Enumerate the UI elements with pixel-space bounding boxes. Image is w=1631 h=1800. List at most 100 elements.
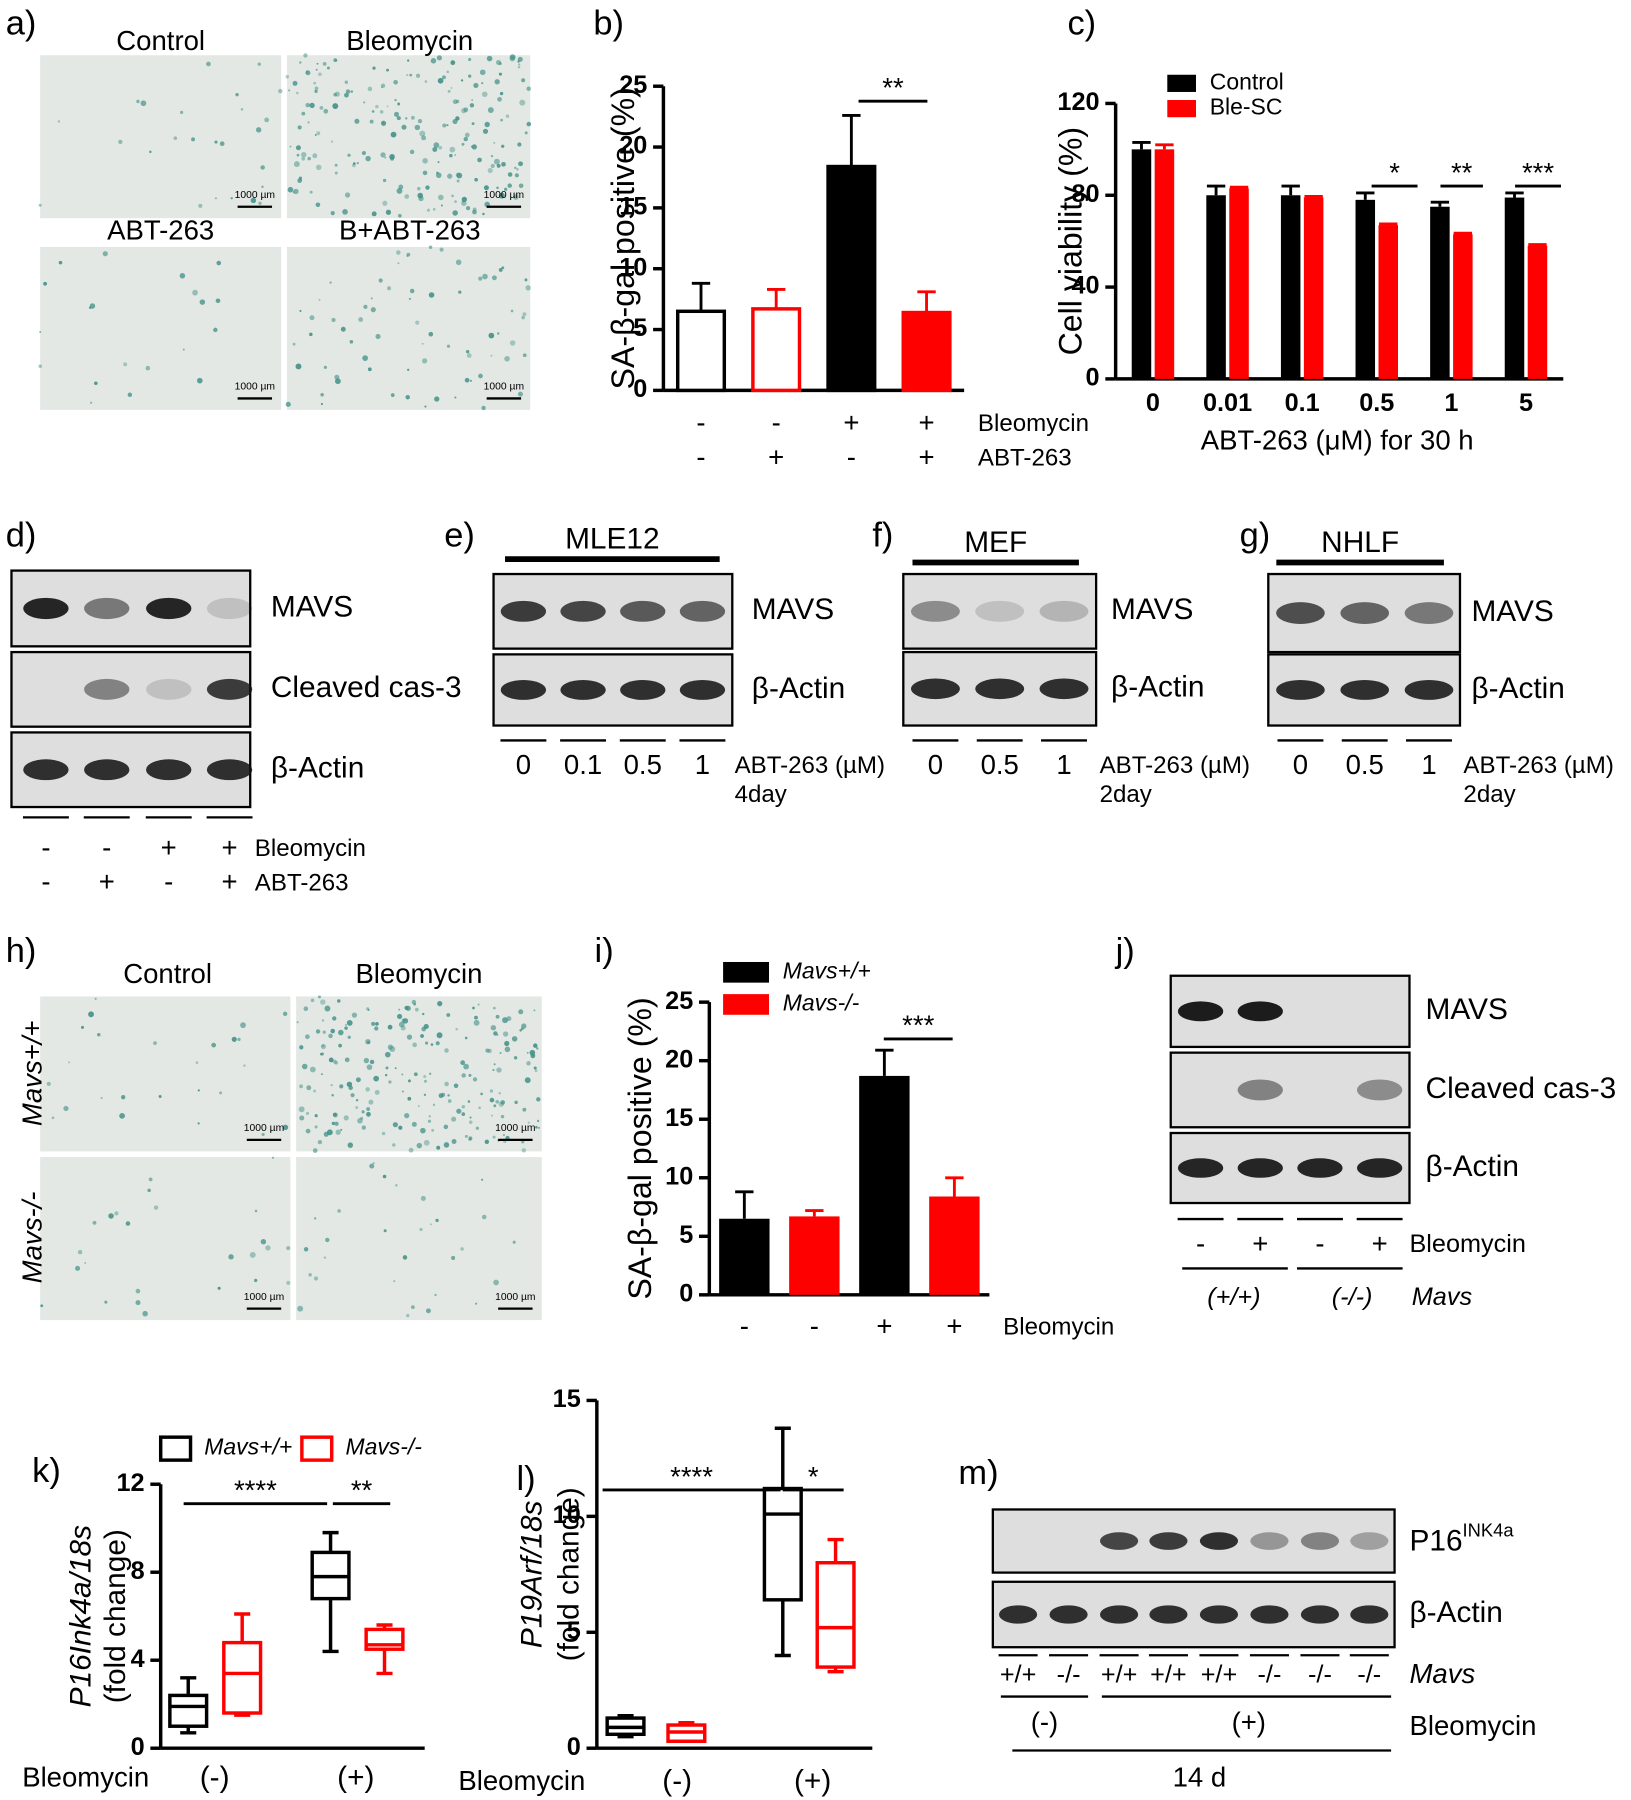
stained-cell [322, 61, 327, 66]
stained-cell [285, 74, 290, 79]
bar [859, 1075, 910, 1295]
stained-cell [425, 1308, 431, 1314]
stained-cell [299, 1084, 303, 1089]
stained-cell [371, 110, 375, 113]
stained-cell [228, 1254, 234, 1260]
stained-cell [425, 1041, 429, 1045]
image-title: B+ABT-263 [339, 214, 481, 245]
bar [1453, 234, 1473, 379]
stained-cell [320, 1052, 324, 1056]
stained-cell [149, 150, 152, 154]
band [560, 600, 606, 622]
stained-cell [320, 999, 326, 1005]
band [1149, 1605, 1188, 1624]
stained-cell [147, 1188, 151, 1193]
stained-cell [293, 161, 300, 168]
x-axis-label: Bleomycin [458, 1765, 585, 1796]
scale-bar-label: 1000 µm [244, 1292, 284, 1303]
stained-cell [344, 1026, 348, 1030]
stained-cell [75, 1265, 81, 1271]
stained-cell [235, 92, 239, 97]
x-tick-label: 5 [1519, 389, 1533, 417]
stained-cell [367, 86, 373, 92]
stained-cell [536, 1119, 540, 1123]
stained-cell [316, 62, 319, 65]
stained-cell [406, 1313, 410, 1318]
stained-cell [332, 1016, 337, 1021]
stained-cell [346, 1020, 353, 1026]
stained-cell [313, 1276, 319, 1281]
y-tick-label: 4 [131, 1645, 145, 1673]
stained-cell [455, 172, 461, 177]
stained-cell [264, 117, 270, 123]
condition-mark: + [1372, 1228, 1388, 1259]
band [23, 759, 69, 781]
band [1237, 1158, 1283, 1178]
stained-cell [477, 1003, 480, 1006]
panel-label: i) [595, 932, 614, 970]
stained-cell [125, 1221, 131, 1226]
stained-cell [295, 363, 302, 370]
legend-swatch [723, 994, 770, 1015]
stained-cell [323, 365, 327, 369]
band [1300, 1532, 1340, 1550]
y-tick-label: 0 [131, 1733, 145, 1761]
stained-cell [499, 91, 504, 96]
stained-cell [305, 102, 310, 108]
band [999, 1605, 1038, 1624]
stained-cell [148, 1177, 153, 1182]
stained-cell [312, 153, 318, 159]
stained-cell [350, 90, 354, 93]
stained-cell [381, 1131, 386, 1136]
stained-cell [394, 111, 400, 117]
stained-cell [447, 173, 453, 179]
stained-cell [424, 80, 428, 83]
stained-cell [517, 60, 520, 63]
stained-cell [501, 145, 504, 148]
stained-cell [521, 315, 525, 320]
stained-cell [511, 1036, 518, 1042]
stained-cell [499, 1051, 502, 1054]
stained-cell [309, 102, 315, 109]
stained-cell [461, 200, 467, 206]
cell-line: MEF [964, 526, 1027, 559]
stained-cell [521, 78, 526, 83]
stained-cell [416, 1142, 423, 1149]
condition-mark: - [41, 832, 50, 863]
legend-label: Ble-SC [1210, 94, 1283, 120]
stained-cell [461, 107, 467, 114]
stained-cell [493, 158, 500, 165]
stained-cell [309, 190, 313, 194]
stained-cell [444, 1048, 449, 1053]
stained-cell [478, 276, 483, 281]
blot-label: MAVS [1111, 593, 1193, 626]
stained-cell [136, 99, 140, 104]
stained-cell [504, 355, 510, 362]
stained-cell [416, 186, 421, 191]
dose: 0.5 [981, 749, 1019, 780]
stained-cell [464, 132, 470, 138]
stained-cell [467, 1100, 471, 1103]
stained-cell [455, 116, 460, 121]
genotype: +/+ [1201, 1661, 1238, 1689]
stained-cell [434, 1293, 437, 1297]
stained-cell [295, 91, 299, 95]
stained-cell [492, 1135, 496, 1139]
stained-cell [407, 1096, 412, 1101]
bar [1206, 195, 1226, 379]
bar [1131, 149, 1152, 379]
stained-cell [428, 1115, 431, 1118]
stained-cell [428, 292, 435, 298]
genotype: (-/-) [1332, 1283, 1373, 1311]
panel-label: d) [6, 516, 37, 554]
stained-cell [410, 1305, 415, 1310]
condition-mark: - [847, 442, 856, 473]
bar [1430, 206, 1450, 379]
stained-cell [481, 82, 484, 85]
stained-cell [347, 1035, 351, 1039]
stained-cell [97, 1032, 101, 1037]
stained-cell [421, 342, 424, 345]
stained-cell [468, 1136, 473, 1141]
blot-label: β-Actin [1471, 672, 1564, 705]
band [1356, 1158, 1403, 1178]
